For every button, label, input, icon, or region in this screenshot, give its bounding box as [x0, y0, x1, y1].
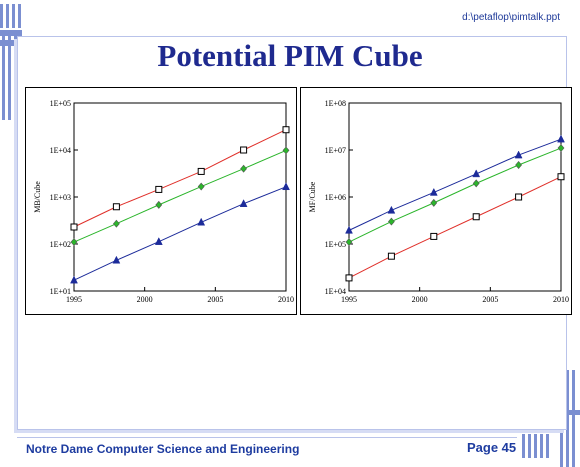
data-point — [112, 203, 120, 211]
data-point — [472, 169, 481, 178]
data-point — [70, 238, 78, 247]
data-point — [515, 193, 523, 201]
data-point — [387, 252, 395, 260]
x-tick-label: 2010 — [553, 295, 569, 304]
data-point — [387, 205, 396, 214]
data-point — [113, 219, 120, 228]
data-point — [345, 225, 353, 234]
y-tick-label: 1E+01 — [50, 287, 71, 296]
x-tick-label: 2005 — [482, 295, 498, 304]
data-point — [282, 182, 290, 191]
data-point — [240, 146, 248, 154]
data-point — [515, 161, 522, 169]
y-tick-label: 1E+05 — [325, 240, 346, 249]
data-point — [430, 232, 438, 240]
data-point — [472, 213, 480, 221]
series-line — [73, 149, 287, 243]
data-point — [345, 238, 353, 247]
page-number: Page 45 — [467, 440, 517, 455]
plot-area — [73, 102, 287, 292]
data-point — [429, 187, 438, 196]
series-line — [73, 129, 287, 228]
decor-stripes-bottom — [522, 434, 562, 458]
y-axis-label: MF/Cube — [308, 181, 317, 212]
y-tick-label: 1E+04 — [325, 287, 346, 296]
series-line — [348, 147, 562, 243]
y-axis-label: MB/Cube — [33, 181, 42, 213]
y-tick-label: 1E+08 — [325, 99, 346, 108]
chart-panel-mf: 1E+04 1E+05 1E+06 1E+07 1E+08 1995 2000 2005 201… — [300, 87, 572, 315]
x-tick-label: 2005 — [207, 295, 223, 304]
data-point — [112, 255, 121, 264]
data-point — [514, 150, 523, 159]
y-tick-label: 1E+02 — [50, 240, 71, 249]
data-point — [282, 126, 290, 134]
x-tick-label: 2010 — [278, 295, 294, 304]
chart-mf-per-cube: 1E+04 1E+05 1E+06 1E+07 1E+08 1995 2000 2005 201… — [308, 99, 569, 304]
data-point — [197, 182, 205, 191]
decor-stripes-left — [0, 30, 22, 120]
y-tick-label: 1E+07 — [325, 146, 346, 155]
y-tick-label: 1E+03 — [50, 193, 71, 202]
data-point — [154, 237, 163, 245]
data-point — [155, 185, 163, 193]
data-point — [282, 146, 290, 155]
plot-area — [348, 102, 562, 292]
x-tick-label: 2000 — [412, 295, 428, 304]
series-line — [348, 176, 562, 279]
data-point — [557, 134, 565, 143]
data-point — [430, 198, 438, 207]
footer-divider — [17, 437, 517, 438]
data-point — [155, 200, 163, 209]
y-tick-label: 1E+04 — [50, 146, 71, 155]
data-point — [240, 164, 247, 173]
data-point — [70, 223, 78, 231]
footer-org: Notre Dame Computer Science and Engineer… — [26, 442, 300, 456]
x-tick-label: 1995 — [341, 295, 357, 304]
data-point — [472, 179, 480, 188]
y-tick-label: 1E+05 — [50, 99, 71, 108]
x-tick-label: 1995 — [66, 295, 82, 304]
data-point — [557, 144, 565, 153]
data-point — [239, 199, 248, 207]
file-path: d:\petaflop\pimtalk.ppt — [462, 12, 560, 23]
data-point — [557, 173, 565, 181]
data-point — [197, 217, 206, 226]
data-point — [388, 217, 395, 226]
series-line — [73, 186, 287, 281]
y-tick-label: 1E+06 — [325, 193, 346, 202]
chart-panel-mb: 1E+01 1E+02 1E+03 1E+04 1E+05 1995 2000 2005 201… — [25, 87, 297, 315]
chart-mb-per-cube: 1E+01 1E+02 1E+03 1E+04 1E+05 1995 2000 2005 201… — [33, 99, 294, 304]
data-point — [70, 275, 78, 284]
data-point — [345, 274, 353, 282]
decor-stripes-top — [0, 0, 300, 30]
series-line — [348, 138, 562, 231]
data-point — [197, 167, 205, 175]
slide-title: Potential PIM Cube — [157, 38, 423, 73]
x-tick-label: 2000 — [137, 295, 153, 304]
